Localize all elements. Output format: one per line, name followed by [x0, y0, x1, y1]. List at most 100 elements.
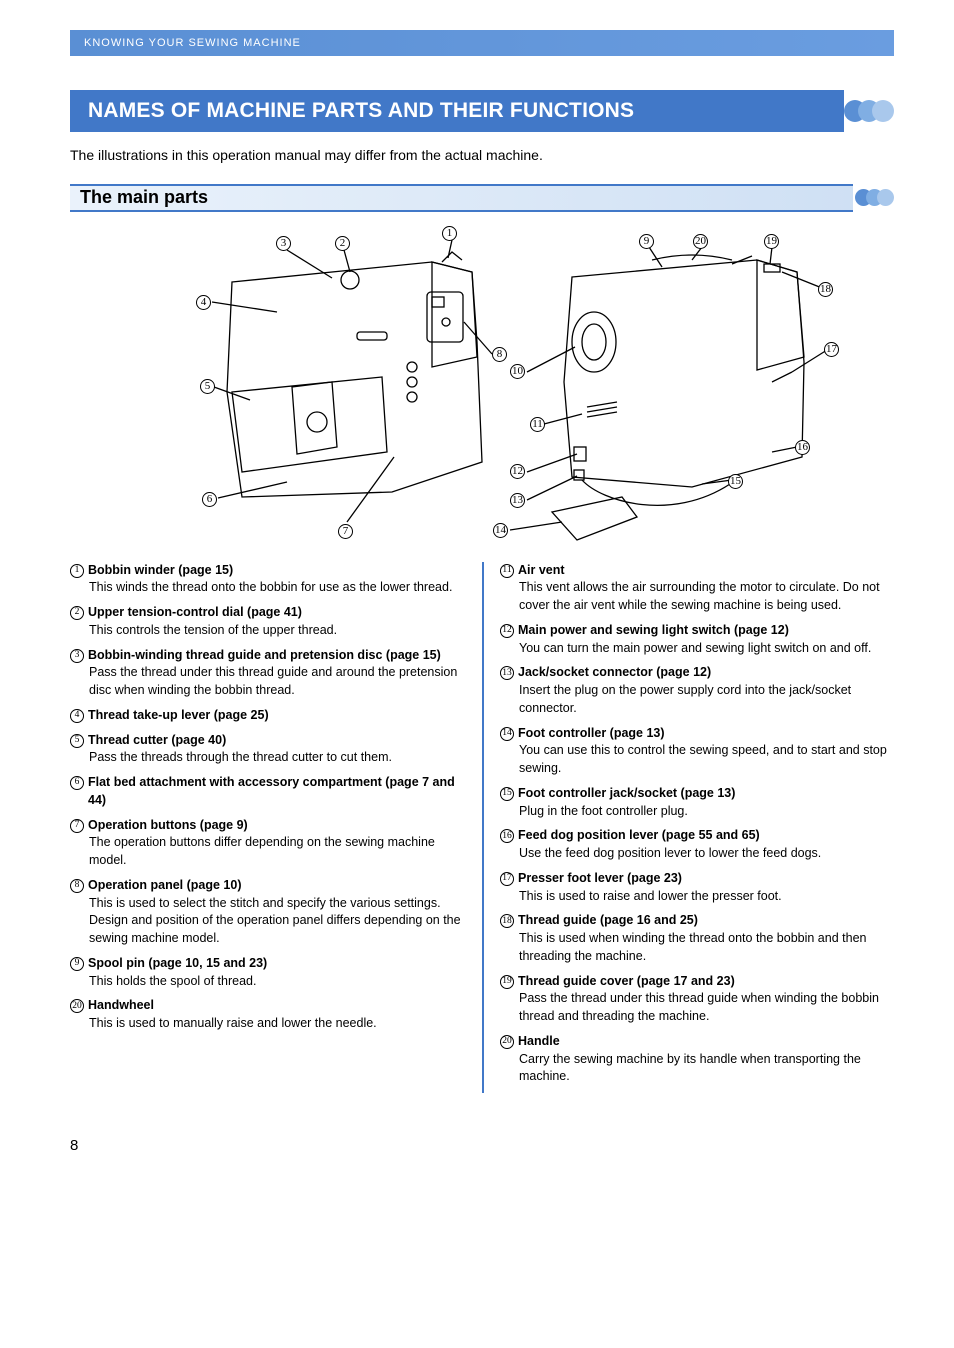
item-title: Spool pin (page 10, 15 and 23) — [88, 955, 267, 973]
list-item: 13 Jack/socket connector (page 12)Insert … — [500, 664, 894, 717]
section-row: The main parts — [70, 184, 894, 212]
list-item: 5 Thread cutter (page 40)Pass the threads… — [70, 732, 464, 768]
callout-number: 19 — [764, 234, 779, 249]
item-title: Bobbin winder (page 15) — [88, 562, 233, 580]
item-number: 1 — [70, 564, 84, 578]
item-desc: The operation buttons differ depending o… — [89, 834, 464, 870]
item-title: Main power and sewing light switch (page… — [518, 622, 789, 640]
item-title: Air vent — [518, 562, 565, 580]
item-desc: Use the feed dog position lever to lower… — [519, 845, 894, 863]
item-desc: This is used when winding the thread ont… — [519, 930, 894, 966]
callout-number: 17 — [824, 342, 839, 357]
item-number: 2 — [70, 606, 84, 620]
item-number: 13 — [500, 666, 514, 680]
callout-number: 11 — [530, 417, 545, 432]
section-title: The main parts — [80, 187, 208, 208]
item-number: 18 — [500, 914, 514, 928]
item-title: Upper tension-control dial (page 41) — [88, 604, 302, 622]
list-item: 6 Flat bed attachment with accessory comp… — [70, 774, 464, 810]
left-column: 1Bobbin winder (page 15)This winds the t… — [70, 562, 464, 1094]
item-number: 12 — [500, 624, 514, 638]
item-title: Operation panel (page 10) — [88, 877, 242, 895]
item-number: 16 — [500, 829, 514, 843]
item-desc: Plug in the foot controller plug. — [519, 803, 894, 821]
item-title: Presser foot lever (page 23) — [518, 870, 682, 888]
callout-number: 12 — [510, 464, 525, 479]
dot-icon — [872, 100, 894, 122]
list-item: 18 Thread guide (page 16 and 25)This is u… — [500, 912, 894, 965]
item-title: Thread take-up lever (page 25) — [88, 707, 269, 725]
callout-number: 4 — [196, 295, 211, 310]
callout-number: 8 — [492, 347, 507, 362]
item-number: 17 — [500, 872, 514, 886]
list-item: 15 Foot controller jack/socket (page 13)P… — [500, 785, 894, 821]
callout-number: 13 — [510, 493, 525, 508]
page-number: 8 — [70, 1137, 894, 1154]
list-item: 7 Operation buttons (page 9)The operation… — [70, 817, 464, 870]
callout-number: 5 — [200, 379, 215, 394]
item-title: Jack/socket connector (page 12) — [518, 664, 711, 682]
item-desc: This holds the spool of thread. — [89, 973, 464, 991]
item-number: 5 — [70, 734, 84, 748]
page-title: NAMES OF MACHINE PARTS AND THEIR FUNCTIO… — [88, 99, 634, 123]
item-desc: Pass the thread under this thread guide … — [89, 664, 464, 700]
right-column: 11 Air ventThis vent allows the air surro… — [482, 562, 894, 1094]
callout-number: 15 — [728, 474, 743, 489]
callout-number: 10 — [510, 364, 525, 379]
columns: 1Bobbin winder (page 15)This winds the t… — [70, 562, 894, 1094]
item-number: 11 — [500, 564, 514, 578]
callout-number: 16 — [795, 440, 810, 455]
list-item: 20HandleCarry the sewing machine by its … — [500, 1033, 894, 1086]
intro-text: The illustrations in this operation manu… — [70, 146, 894, 166]
callout-number: 9 — [639, 234, 654, 249]
item-title: Thread guide cover (page 17 and 23) — [518, 973, 735, 991]
list-item: 17Presser foot lever (page 23)This is us… — [500, 870, 894, 906]
list-item: 8Operation panel (page 10)This is used t… — [70, 877, 464, 948]
callout-number: 2 — [335, 236, 350, 251]
dot-icon — [877, 189, 894, 206]
callout-number: 7 — [338, 524, 353, 539]
item-title: Flat bed attachment with accessory compa… — [88, 774, 464, 810]
item-desc: Pass the threads through the thread cutt… — [89, 749, 464, 767]
item-desc: You can turn the main power and sewing l… — [519, 640, 894, 658]
list-item: 20HandwheelThis is used to manually rais… — [70, 997, 464, 1033]
item-desc: Pass the thread under this thread guide … — [519, 990, 894, 1026]
decor-dots — [861, 189, 894, 206]
item-number: 4 — [70, 709, 84, 723]
list-item: 9Spool pin (page 10, 15 and 23)This hold… — [70, 955, 464, 991]
callout-number: 20 — [693, 234, 708, 249]
item-desc: This controls the tension of the upper t… — [89, 622, 464, 640]
title-bar: NAMES OF MACHINE PARTS AND THEIR FUNCTIO… — [70, 90, 844, 132]
header-bar: KNOWING YOUR SEWING MACHINE — [70, 30, 894, 56]
decor-dots — [852, 100, 894, 122]
list-item: 2 Upper tension-control dial (page 41)Thi… — [70, 604, 464, 640]
title-row: NAMES OF MACHINE PARTS AND THEIR FUNCTIO… — [70, 90, 894, 132]
item-title: Thread cutter (page 40) — [88, 732, 226, 750]
item-desc: This is used to manually raise and lower… — [89, 1015, 464, 1033]
item-title: Thread guide (page 16 and 25) — [518, 912, 698, 930]
item-number: 3 — [70, 649, 84, 663]
item-title: Bobbin-winding thread guide and pretensi… — [88, 647, 441, 665]
callout-number: 18 — [818, 282, 833, 297]
header-text: KNOWING YOUR SEWING MACHINE — [84, 37, 301, 49]
list-item: 16 Feed dog position lever (page 55 and 6… — [500, 827, 894, 863]
item-title: Handwheel — [88, 997, 154, 1015]
callout-number: 6 — [202, 492, 217, 507]
callout-number: 3 — [276, 236, 291, 251]
item-title: Operation buttons (page 9) — [88, 817, 248, 835]
item-desc: This vent allows the air surrounding the… — [519, 579, 894, 615]
item-number: 6 — [70, 776, 84, 790]
list-item: 11 Air ventThis vent allows the air surro… — [500, 562, 894, 615]
item-desc: Carry the sewing machine by its handle w… — [519, 1051, 894, 1087]
item-desc: You can use this to control the sewing s… — [519, 742, 894, 778]
item-number: 7 — [70, 819, 84, 833]
item-title: Foot controller jack/socket (page 13) — [518, 785, 735, 803]
list-item: 19Thread guide cover (page 17 and 23)Pas… — [500, 973, 894, 1026]
item-number: 15 — [500, 787, 514, 801]
callout-number: 1 — [442, 226, 457, 241]
list-item: 1Bobbin winder (page 15)This winds the t… — [70, 562, 464, 598]
item-desc: This is used to select the stitch and sp… — [89, 895, 464, 948]
item-title: Feed dog position lever (page 55 and 65) — [518, 827, 760, 845]
callout-number: 14 — [493, 523, 508, 538]
item-desc: Insert the plug on the power supply cord… — [519, 682, 894, 718]
